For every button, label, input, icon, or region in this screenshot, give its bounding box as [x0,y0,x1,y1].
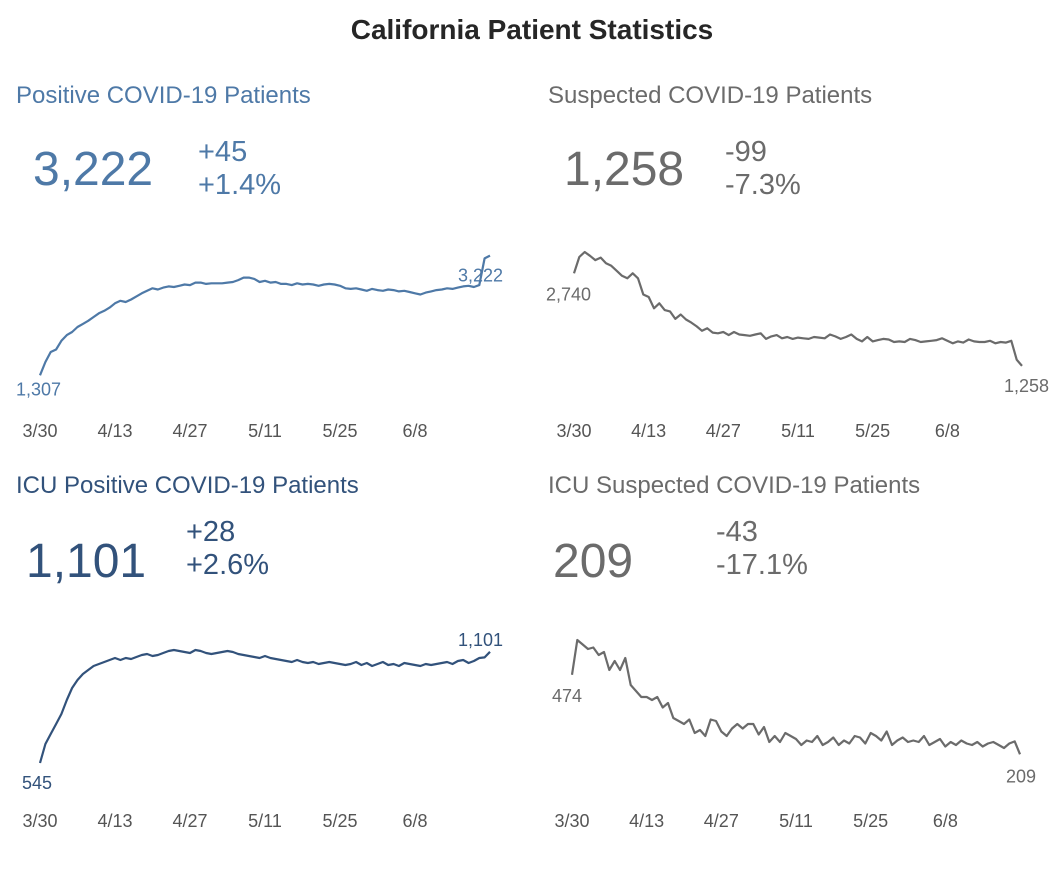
change-percent: +2.6% [186,549,270,581]
panel-title: ICU Suspected COVID-19 Patients [548,472,921,499]
page-title: California Patient Statistics [350,14,714,45]
x-tick-label: 5/25 [855,421,890,441]
start-value-label: 545 [22,773,52,793]
x-tick-label: 3/30 [556,421,591,441]
x-tick-label: 5/25 [853,811,888,831]
series-line [570,638,1022,755]
series-line [38,648,491,764]
x-tick-label: 5/11 [248,421,282,441]
current-value: 1,101 [26,535,147,588]
change-percent: +1.4% [198,169,282,201]
current-value: 3,222 [33,143,154,196]
x-tick-label: 4/13 [631,421,666,441]
panel-title: Suspected COVID-19 Patients [548,82,873,109]
current-value: 1,258 [564,143,685,196]
change-block: +45 +1.4% [198,136,281,202]
panel-positive: Positive COVID-19 Patients 3,222 +45 +1.… [0,82,532,482]
x-tick-label: 6/8 [933,811,958,831]
change-percent: -17.1% [716,549,808,581]
line-chart: 2,740 1,258 3/30 4/13 4/27 5/11 5/25 6/8 [546,250,1049,441]
series-line [38,254,491,376]
line-chart: 1,307 3,222 3/30 4/13 4/27 5/11 5/25 6/8 [16,254,503,441]
change-absolute: +28 [186,516,236,548]
x-tick-label: 3/30 [22,421,57,441]
end-value-label: 1,258 [1004,376,1049,396]
series-line [572,250,1023,367]
line-chart: 545 1,101 3/30 4/13 4/27 5/11 5/25 6/8 [22,630,503,831]
panel-icu-suspected: ICU Suspected COVID-19 Patients 209 -43 … [532,472,1064,872]
x-tick-label: 6/8 [935,421,960,441]
change-block: +28 +2.6% [186,516,269,582]
x-tick-label: 6/8 [402,811,427,831]
start-value-label: 474 [552,686,582,706]
x-tick-label: 4/27 [706,421,741,441]
start-value-label: 2,740 [546,284,591,304]
panel-title: ICU Positive COVID-19 Patients [16,472,359,499]
current-value: 209 [553,535,634,588]
change-block: -43 -17.1% [716,516,808,582]
x-tick-label: 4/27 [172,421,207,441]
x-tick-label: 4/13 [97,811,132,831]
x-tick-label: 4/27 [172,811,207,831]
x-tick-label: 4/13 [97,421,132,441]
end-value-label: 3,222 [458,266,503,286]
change-absolute: -99 [725,136,767,168]
x-tick-label: 3/30 [22,811,57,831]
x-tick-label: 5/11 [779,811,813,831]
change-block: -99 -7.3% [725,136,801,202]
x-tick-label: 5/11 [781,421,815,441]
change-percent: -7.3% [725,169,801,201]
change-absolute: +45 [198,136,248,168]
panel-title: Positive COVID-19 Patients [16,82,311,109]
change-absolute: -43 [716,516,758,548]
line-chart: 474 209 3/30 4/13 4/27 5/11 5/25 6/8 [552,638,1036,831]
start-value-label: 1,307 [16,379,61,399]
x-tick-label: 5/25 [322,811,357,831]
panel-icu-positive: ICU Positive COVID-19 Patients 1,101 +28… [0,472,532,872]
x-tick-label: 5/11 [248,811,282,831]
end-value-label: 209 [1006,766,1036,786]
x-tick-label: 4/13 [629,811,664,831]
x-tick-label: 4/27 [704,811,739,831]
panel-suspected: Suspected COVID-19 Patients 1,258 -99 -7… [532,82,1064,482]
end-value-label: 1,101 [458,630,503,650]
x-tick-label: 3/30 [554,811,589,831]
x-tick-label: 5/25 [322,421,357,441]
x-tick-label: 6/8 [402,421,427,441]
